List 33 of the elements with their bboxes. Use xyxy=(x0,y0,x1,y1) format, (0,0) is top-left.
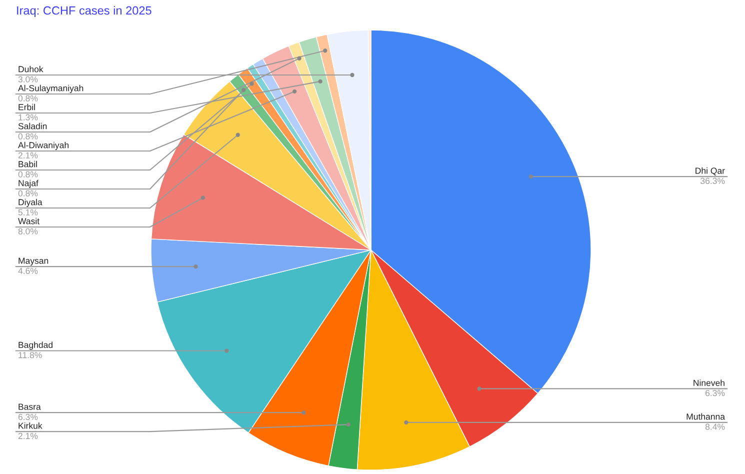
data-label: 8.4% xyxy=(705,424,725,430)
data-label: 2.1% xyxy=(18,432,38,439)
slice-label: Babil xyxy=(18,160,37,168)
slice-label: Basra xyxy=(18,404,41,410)
slice-label: Baghdad xyxy=(18,342,52,350)
slice-label: Al-Sulaymaniyah xyxy=(18,84,84,94)
slice-label: Duhok xyxy=(18,66,44,72)
data-label: 4.6% xyxy=(18,268,38,274)
slice-label: Maysan xyxy=(18,258,48,266)
data-label: 1.3% xyxy=(18,114,38,120)
data-label: 0.8% xyxy=(18,190,38,196)
data-label: 8.0% xyxy=(18,228,38,234)
slice-label: Erbil xyxy=(18,104,35,110)
data-label: 0.8% xyxy=(18,171,38,178)
data-label: 36.3% xyxy=(700,178,725,184)
data-label: 0.8% xyxy=(18,133,38,140)
slice-label: Nineveh xyxy=(694,380,724,386)
data-label: 11.8% xyxy=(18,352,42,358)
data-label: 6.3% xyxy=(706,390,725,396)
slice-label: Dhi Qar xyxy=(696,167,725,176)
slice-label: Al-Diwaniyah xyxy=(18,142,68,150)
data-label: 3.0% xyxy=(18,76,38,82)
data-label: 5.1% xyxy=(18,209,38,216)
slice-label: Kirkuk xyxy=(18,422,42,429)
data-label: 2.1% xyxy=(18,152,38,158)
slice-label: Saladin xyxy=(18,122,47,130)
chart-title: Iraq: CCHF cases in 2025 xyxy=(17,6,152,18)
slice-label: Muthanna xyxy=(686,413,726,420)
slice-label: Najaf xyxy=(18,180,38,188)
data-label: 6.3% xyxy=(18,414,38,420)
slice-label: Diyala xyxy=(18,198,42,208)
data-label: 0.8% xyxy=(18,95,38,102)
slice-label: Wasit xyxy=(18,218,40,224)
